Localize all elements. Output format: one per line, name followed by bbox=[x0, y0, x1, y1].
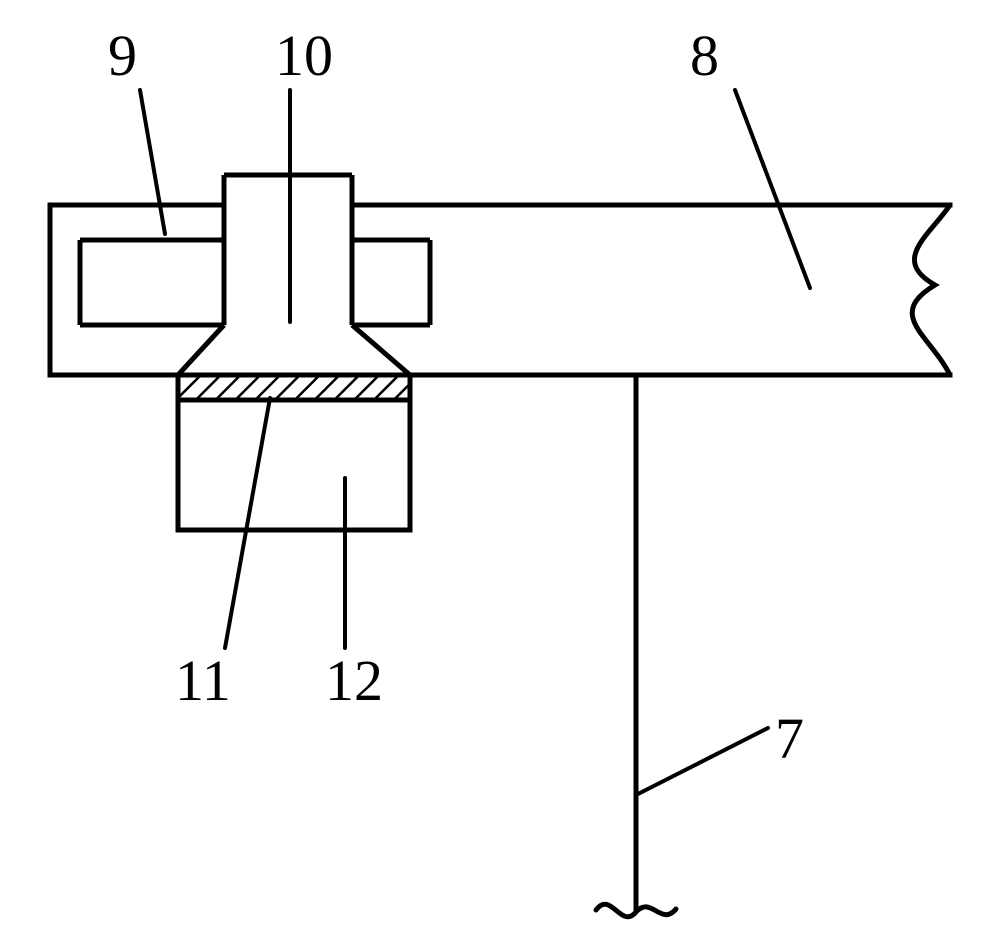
label-l8-leader bbox=[735, 90, 810, 288]
label-l10-label: 10 bbox=[275, 23, 333, 88]
label-l11-leader bbox=[225, 398, 270, 648]
hatched-band bbox=[178, 375, 410, 400]
label-l8-label: 8 bbox=[690, 23, 719, 88]
label-l9-leader bbox=[140, 90, 165, 234]
label-l7-label: 7 bbox=[775, 706, 804, 771]
label-l11-label: 11 bbox=[175, 648, 231, 713]
label-l12-label: 12 bbox=[325, 648, 383, 713]
label-l7-leader bbox=[636, 728, 768, 795]
bar-break-edge bbox=[912, 205, 950, 375]
block-12 bbox=[178, 400, 410, 530]
label-l9-label: 9 bbox=[108, 23, 137, 88]
